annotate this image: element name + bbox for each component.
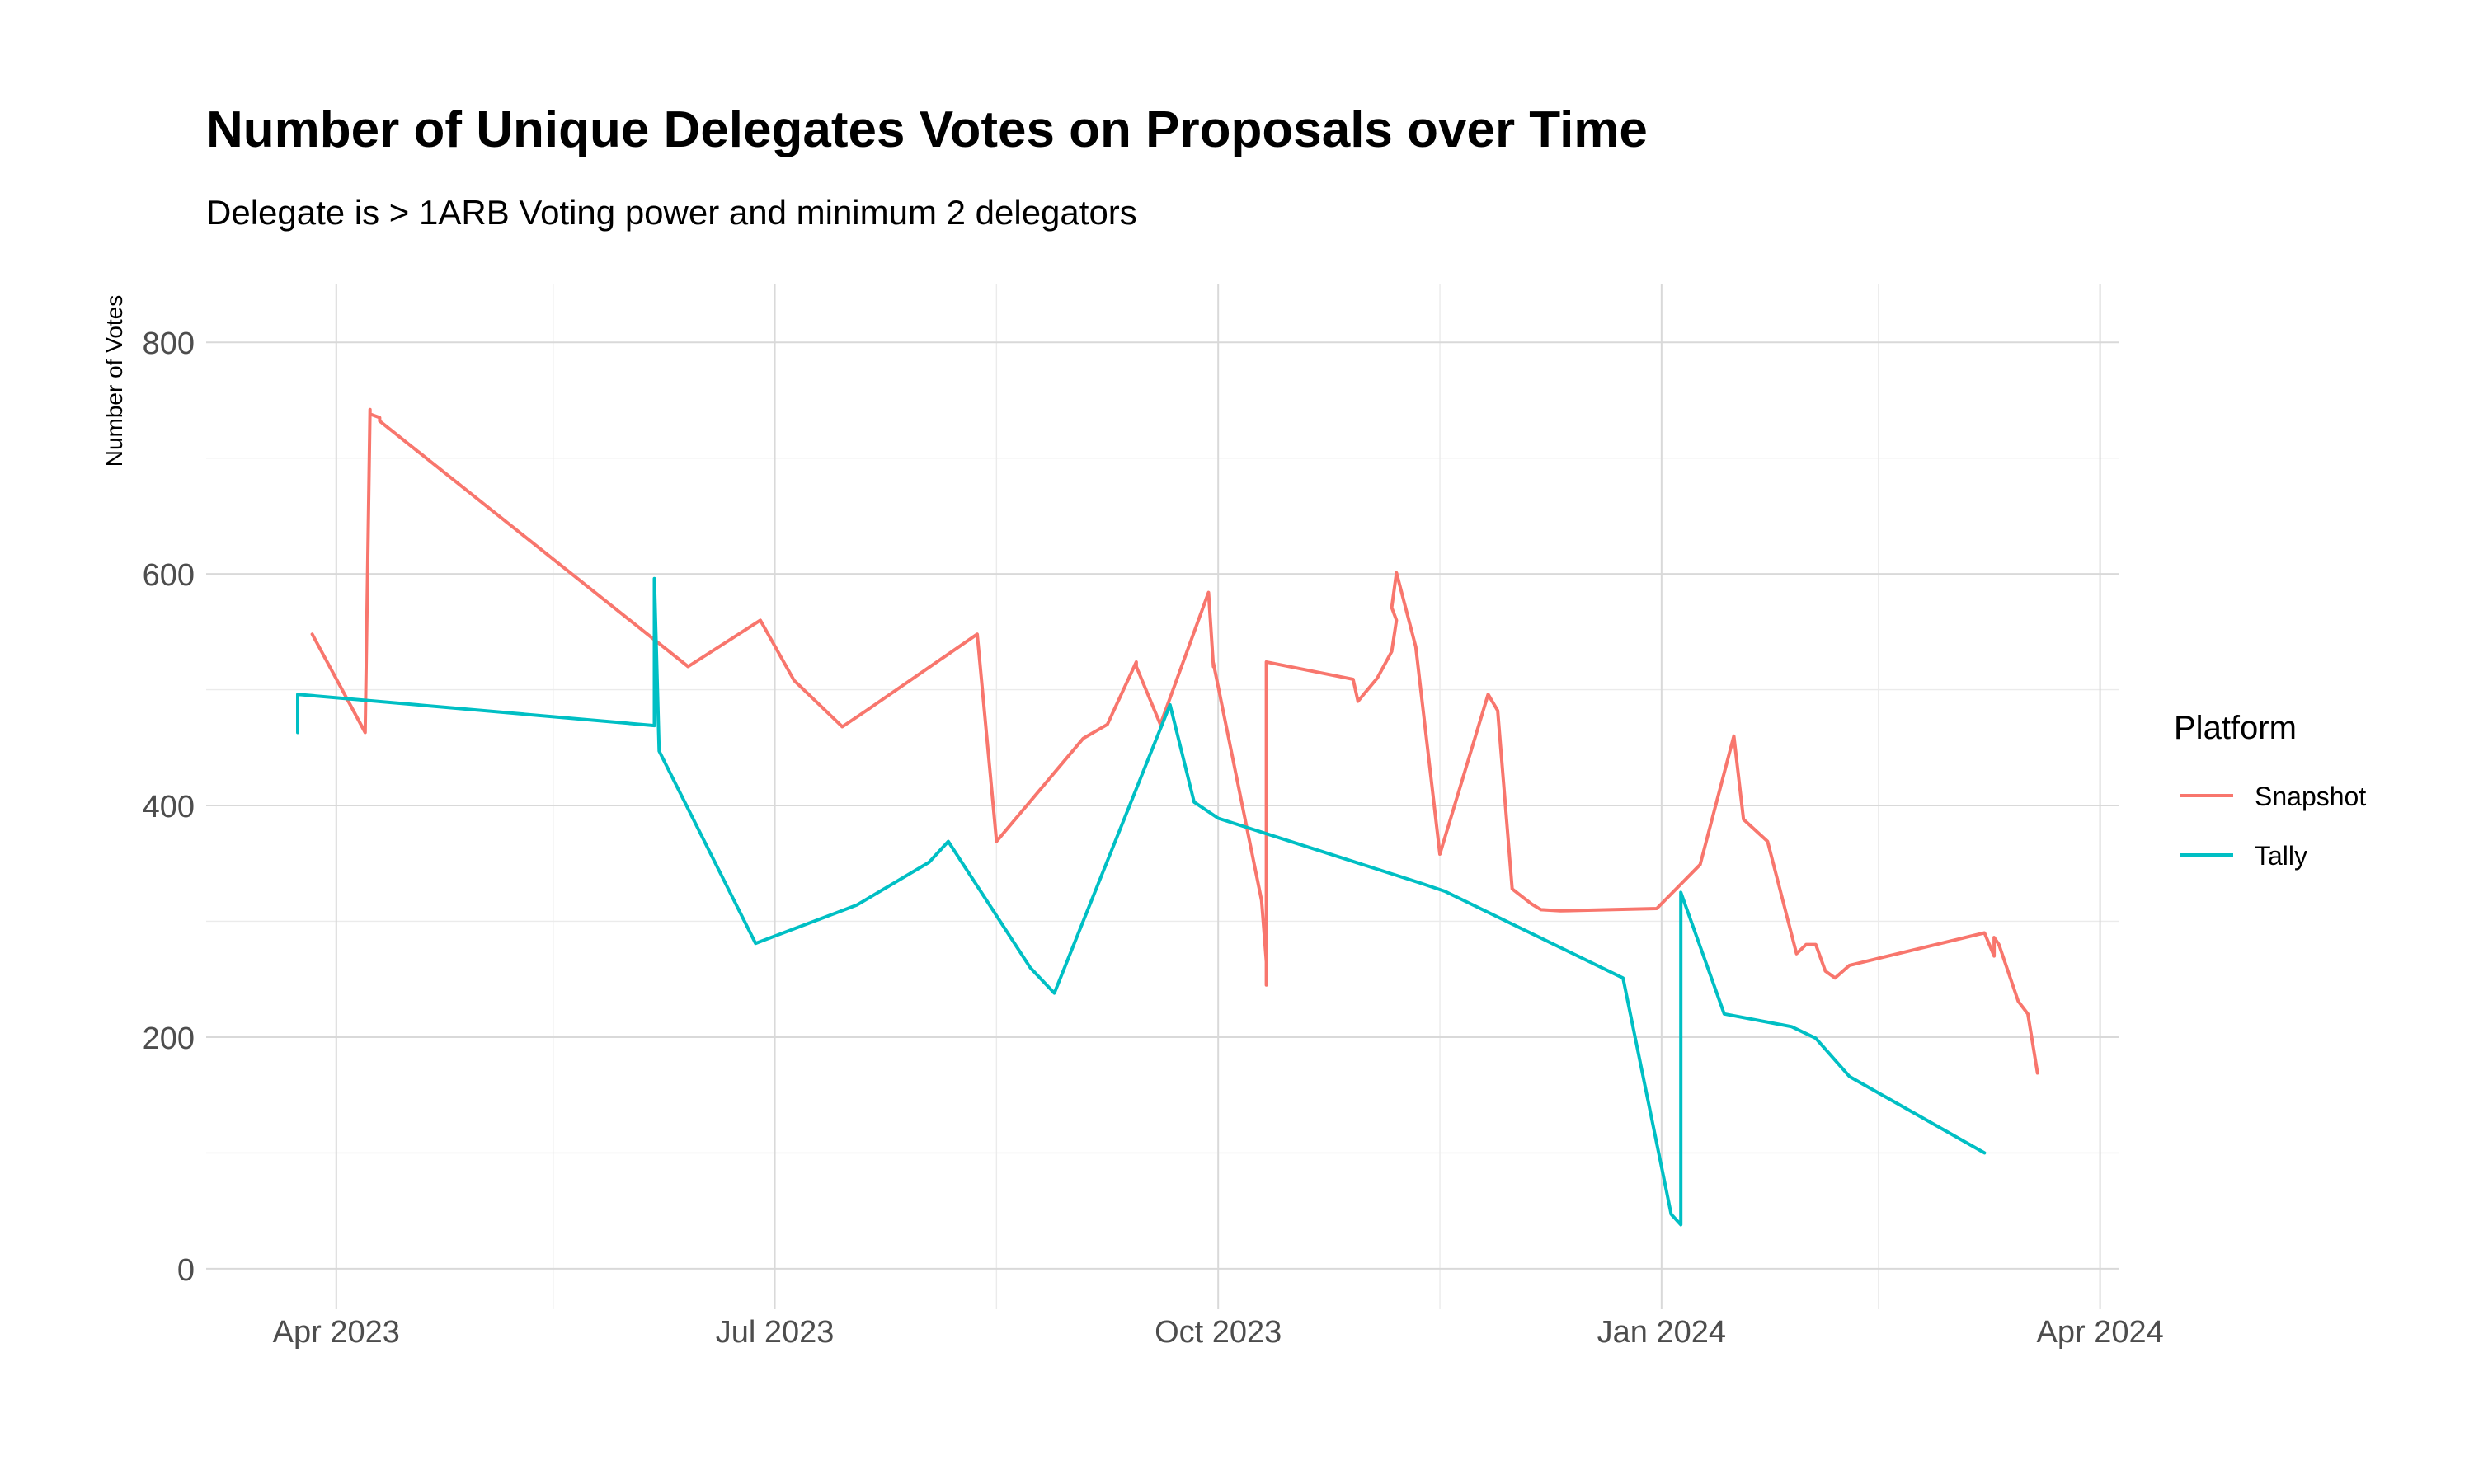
x-tick-label: Oct 2023	[1155, 1315, 1282, 1350]
y-tick-label: 600	[143, 558, 195, 593]
x-tick-label: Jul 2023	[716, 1315, 835, 1350]
chart-subtitle: Delegate is > 1ARB Voting power and mini…	[206, 193, 1137, 232]
legend-label-tally: Tally	[2255, 841, 2307, 871]
chart-title: Number of Unique Delegates Votes on Prop…	[206, 101, 1648, 158]
grid-lines	[206, 284, 2119, 1309]
legend-title: Platform	[2174, 710, 2297, 746]
series-line-tally	[296, 576, 1987, 1227]
y-tick-label: 400	[143, 790, 195, 824]
legend: Platform Snapshot Tally	[2174, 710, 2366, 871]
x-tick-label: Apr 2024	[2037, 1315, 2164, 1350]
y-tick-label: 800	[143, 326, 195, 361]
series-line-snapshot	[310, 407, 2039, 1075]
y-axis-title: Number of Votes	[101, 295, 127, 467]
x-tick-label: Apr 2023	[273, 1315, 400, 1350]
y-axis-tick-labels: 0 200 400 600 800	[143, 326, 195, 1288]
y-tick-label: 200	[143, 1021, 195, 1056]
x-tick-label: Jan 2024	[1597, 1315, 1726, 1350]
y-tick-label: 0	[177, 1253, 195, 1288]
legend-label-snapshot: Snapshot	[2255, 782, 2366, 811]
series-lines	[296, 407, 2039, 1227]
x-axis-tick-labels: Apr 2023 Jul 2023 Oct 2023 Jan 2024 Apr 2024	[273, 1315, 2164, 1350]
